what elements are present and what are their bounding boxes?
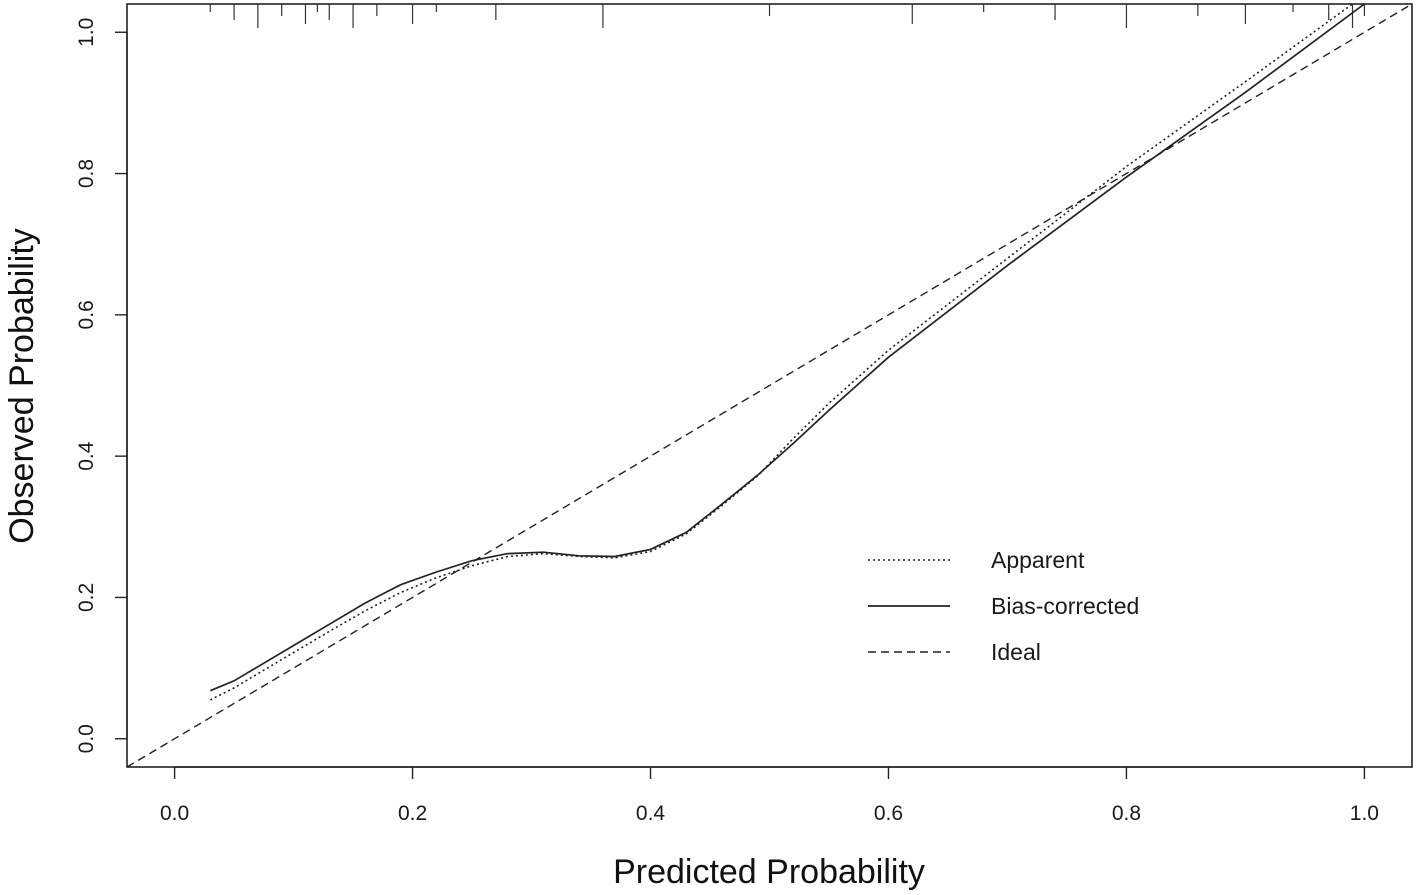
- y-tick-label: 0.0: [75, 724, 98, 753]
- y-tick-label: 0.6: [75, 300, 98, 329]
- series-bias-corrected-line: [209, 4, 1365, 692]
- legend-label: Apparent: [991, 547, 1085, 573]
- legend: Apparent Bias-corrected Ideal: [868, 547, 1139, 665]
- series-ideal-line: [127, 4, 1412, 767]
- y-tick-label: 0.4: [75, 441, 98, 471]
- y-tick-label: 0.2: [75, 583, 98, 612]
- legend-label: Bias-corrected: [991, 593, 1139, 619]
- x-tick-label: 0.4: [636, 802, 666, 825]
- legend-label: Ideal: [991, 639, 1041, 665]
- x-tick-label: 0.8: [1112, 802, 1141, 825]
- x-tick-label: 0.2: [398, 802, 427, 825]
- y-tick-label: 1.0: [75, 18, 98, 47]
- y-axis-title: Observed Probability: [3, 228, 41, 544]
- x-axis: 0.0 0.2 0.4 0.6 0.8 1.0: [160, 766, 1379, 825]
- x-tick-label: 0.6: [874, 802, 903, 825]
- x-tick-label: 0.0: [160, 802, 189, 825]
- y-axis: 0.0 0.2 0.4 0.6 0.8 1.0: [75, 18, 128, 753]
- series-lines: [127, 4, 1412, 767]
- rug-ticks: [209, 4, 1366, 28]
- x-tick-label: 1.0: [1350, 802, 1379, 825]
- series-apparent-line: [209, 4, 1353, 701]
- y-tick-label: 0.8: [75, 159, 98, 188]
- x-axis-title: Predicted Probability: [613, 853, 925, 891]
